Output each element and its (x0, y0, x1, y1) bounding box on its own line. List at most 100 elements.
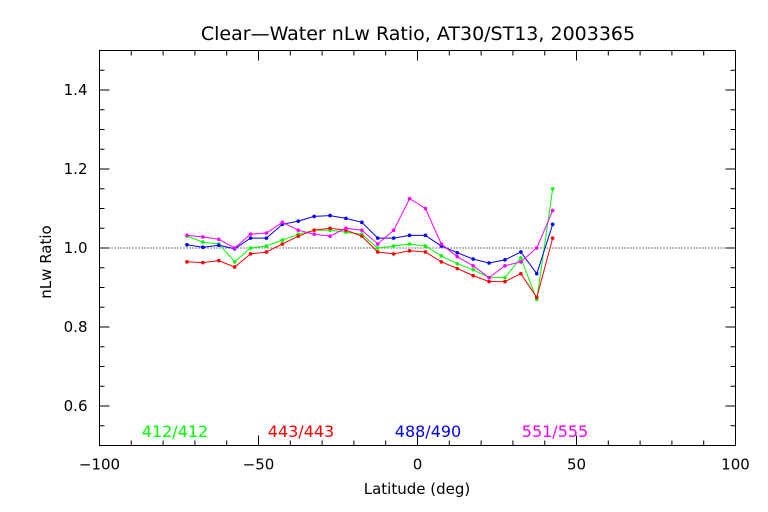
data-point (455, 250, 460, 255)
series-line (186, 227, 554, 299)
data-point (471, 267, 475, 272)
data-point (328, 234, 332, 238)
data-point (407, 196, 412, 201)
y-tick-label: 0.6 (64, 397, 88, 415)
axis-ticks: −100 −50 0 50 100 0.6 0.8 1.0 1.2 1.4 (64, 50, 750, 474)
data-point (471, 273, 475, 278)
data-point (344, 216, 348, 221)
series-line (186, 188, 554, 302)
data-point (423, 206, 428, 211)
data-point (423, 233, 428, 238)
data-point (550, 186, 555, 191)
data-point (185, 233, 189, 238)
x-axis-label: Latitude (deg) (364, 480, 470, 498)
data-point (216, 258, 221, 263)
data-point (534, 295, 539, 300)
data-point (232, 260, 237, 264)
data-point (296, 228, 301, 233)
data-point (296, 219, 301, 223)
data-point (439, 260, 444, 264)
data-point (519, 260, 523, 264)
data-point (550, 208, 555, 213)
data-point (360, 220, 364, 225)
data-point (391, 228, 396, 233)
data-point (439, 242, 444, 246)
data-point (264, 231, 269, 235)
data-point (328, 213, 332, 218)
data-point (296, 234, 301, 238)
data-point (439, 254, 444, 258)
data-point (487, 261, 491, 265)
data-point (455, 262, 460, 266)
data-point (248, 252, 253, 256)
data-point (232, 246, 237, 250)
legend-entry: 551/555 (522, 422, 588, 441)
data-point (503, 275, 507, 280)
data-point (407, 242, 412, 246)
data-point (216, 237, 221, 242)
data-point (391, 244, 396, 248)
data-point (360, 228, 364, 233)
data-point (550, 222, 555, 227)
data-point (534, 271, 539, 276)
data-point (232, 265, 237, 269)
series-line (186, 197, 554, 279)
legend-entry: 488/490 (395, 422, 461, 441)
data-point (216, 243, 221, 248)
x-tick-label: −50 (243, 456, 275, 474)
data-point (185, 260, 189, 264)
y-tick-label: 1.2 (64, 160, 88, 178)
data-point (503, 279, 507, 284)
data-point (312, 228, 316, 233)
legend: 412/412 443/443 488/490 551/555 (142, 422, 588, 441)
data-point (391, 236, 396, 240)
x-tick-label: 0 (413, 456, 423, 474)
data-point (550, 236, 555, 240)
data-point (201, 245, 205, 250)
data-point (407, 233, 412, 238)
data-point (375, 246, 380, 250)
legend-entry: 443/443 (268, 422, 334, 441)
data-point (264, 236, 269, 240)
data-point (519, 250, 523, 254)
data-point (471, 263, 475, 268)
x-tick-label: −100 (79, 456, 120, 474)
data-point (248, 236, 253, 240)
data-point (344, 226, 348, 231)
data-point (201, 260, 205, 265)
data-point (280, 220, 285, 225)
y-tick-label: 0.8 (64, 318, 88, 336)
data-point (185, 243, 189, 247)
data-point (503, 263, 507, 268)
data-point (264, 250, 269, 254)
data-point (248, 246, 253, 250)
data-point (519, 256, 523, 260)
series-488-490 (185, 213, 555, 276)
data-point (201, 235, 205, 239)
data-point (519, 271, 523, 276)
data-point (487, 279, 491, 284)
data-point (264, 244, 269, 248)
x-tick-label: 50 (567, 456, 586, 474)
data-point (248, 232, 253, 236)
data-point (280, 238, 285, 242)
series-layer (185, 186, 555, 302)
data-point (312, 232, 316, 236)
chart-title: Clear—Water nLw Ratio, AT30/ST13, 200336… (201, 23, 635, 45)
data-point (375, 250, 380, 254)
data-point (423, 250, 428, 254)
x-tick-label: 100 (721, 456, 750, 474)
data-point (423, 244, 428, 248)
data-point (407, 248, 412, 253)
data-point (328, 226, 332, 231)
data-point (487, 275, 491, 280)
data-point (534, 246, 539, 250)
y-tick-label: 1.4 (64, 81, 88, 99)
data-point (503, 258, 507, 262)
data-point (375, 236, 380, 240)
data-point (391, 252, 396, 256)
legend-entry: 412/412 (142, 422, 208, 441)
series-443-443 (185, 226, 555, 300)
data-point (455, 266, 460, 271)
